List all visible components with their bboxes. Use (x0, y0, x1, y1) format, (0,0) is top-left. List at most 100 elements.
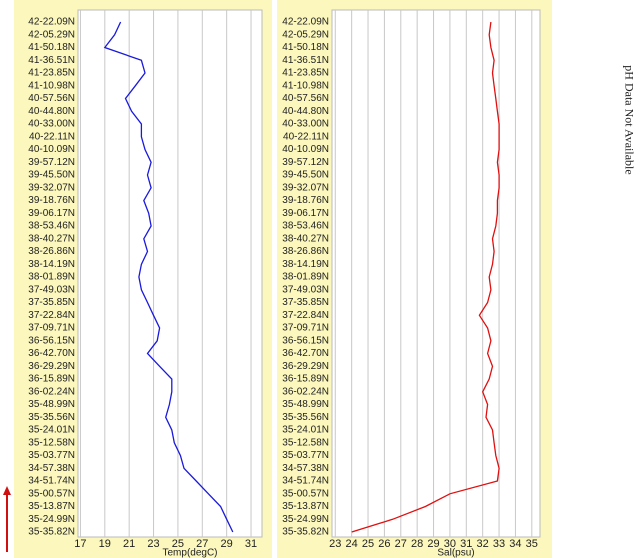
y-tick-label: 35-35.56N (282, 412, 329, 423)
x-axis-title: Temp(degC) (162, 548, 217, 558)
y-tick-label: 36-29.29N (28, 361, 75, 372)
y-tick-label: 39-57.12N (28, 157, 75, 168)
x-tick-label: 23 (147, 538, 159, 550)
x-tick-label: 21 (123, 538, 135, 550)
x-tick-label: 35 (526, 538, 538, 550)
x-tick-label: 19 (99, 538, 111, 550)
x-tick-label: 26 (378, 538, 390, 550)
y-tick-label: 36-42.70N (28, 348, 75, 359)
y-tick-label: 37-22.84N (282, 310, 329, 321)
y-tick-label: 40-22.11N (283, 131, 329, 142)
y-tick-label: 41-50.18N (282, 42, 329, 53)
y-tick-label: 40-10.09N (28, 144, 75, 155)
y-tick-label: 38-01.89N (282, 272, 329, 283)
y-tick-label: 42-05.29N (28, 29, 75, 40)
y-tick-label: 40-57.56N (28, 93, 75, 104)
y-tick-label: 35-24.01N (28, 425, 75, 436)
y-tick-label: 35-24.99N (282, 514, 329, 525)
y-tick-label: 34-57.38N (282, 463, 329, 474)
x-tick-label: 27 (196, 538, 208, 550)
y-tick-label: 35-24.99N (28, 514, 75, 525)
y-tick-label: 38-01.89N (28, 272, 75, 283)
y-tick-label: 40-44.80N (282, 106, 329, 117)
y-tick-label: 42-22.09N (282, 17, 329, 28)
x-tick-label: 29 (427, 538, 439, 550)
y-tick-label: 41-36.51N (28, 55, 75, 66)
x-tick-label: 34 (509, 538, 521, 550)
y-tick-label: 36-42.70N (282, 348, 329, 359)
y-tick-label: 39-18.76N (282, 195, 329, 206)
y-tick-label: 35-13.87N (282, 501, 329, 512)
x-tick-label: 31 (245, 538, 257, 550)
y-tick-label: 37-22.84N (28, 310, 75, 321)
y-tick-label: 41-50.18N (28, 42, 75, 53)
y-tick-label: 41-36.51N (282, 55, 329, 66)
x-tick-label: 29 (221, 538, 233, 550)
x-tick-label: 31 (460, 538, 472, 550)
y-tick-label: 37-49.03N (28, 284, 75, 295)
y-tick-label: 38-26.86N (282, 246, 329, 257)
y-tick-label: 41-23.85N (28, 68, 75, 79)
y-tick-label: 35-24.01N (282, 425, 329, 436)
y-tick-label: 35-12.58N (28, 437, 75, 448)
y-tick-label: 36-02.24N (28, 386, 75, 397)
y-tick-label: 35-03.77N (282, 450, 329, 461)
y-tick-label: 37-35.85N (282, 297, 329, 308)
y-tick-label: 39-32.07N (28, 182, 75, 193)
y-tick-label: 35-48.99N (282, 399, 329, 410)
y-tick-label: 39-06.17N (282, 208, 329, 219)
y-tick-label: 41-10.98N (282, 80, 329, 91)
y-tick-label: 39-32.07N (282, 182, 329, 193)
y-tick-label: 35-03.77N (28, 450, 75, 461)
x-axis-title: Sal(psu) (437, 548, 474, 558)
y-tick-label: 39-18.76N (28, 195, 75, 206)
data-line (351, 21, 500, 533)
y-tick-label: 37-09.71N (28, 323, 75, 334)
x-tick-label: 23 (329, 538, 341, 550)
y-tick-label: 40-57.56N (282, 93, 329, 104)
x-tick-label: 30 (444, 538, 456, 550)
y-tick-label: 38-40.27N (28, 233, 75, 244)
x-tick-label: 24 (346, 538, 358, 550)
y-tick-label: 41-23.85N (282, 68, 329, 79)
y-tick-label: 34-51.74N (28, 476, 75, 487)
plot-area (77, 9, 263, 538)
y-tick-label: 37-35.85N (28, 297, 75, 308)
y-tick-label: 38-26.86N (28, 246, 75, 257)
y-tick-label: 40-10.09N (282, 144, 329, 155)
y-tick-label: 35-35.56N (28, 412, 75, 423)
y-tick-label: 35-35.82N (28, 527, 75, 538)
y-tick-label: 40-33.00N (282, 119, 329, 130)
y-tick-label: 38-53.46N (28, 221, 75, 232)
y-tick-label: 38-14.19N (28, 259, 75, 270)
y-tick-label: 37-49.03N (282, 284, 329, 295)
y-tick-label: 38-40.27N (282, 233, 329, 244)
y-tick-label: 35-13.87N (28, 501, 75, 512)
y-tick-label: 38-53.46N (282, 221, 329, 232)
x-tick-label: 28 (411, 538, 423, 550)
y-tick-label: 36-02.24N (282, 386, 329, 397)
x-tick-label: 17 (74, 538, 86, 550)
y-tick-label: 42-05.29N (282, 29, 329, 40)
y-tick-label: 36-29.29N (282, 361, 329, 372)
y-tick-label: 35-00.57N (28, 488, 75, 499)
y-tick-label: 39-57.12N (282, 157, 329, 168)
y-tick-label: 42-22.09N (28, 17, 75, 28)
x-tick-label: 27 (395, 538, 407, 550)
y-tick-label: 41-10.98N (28, 80, 75, 91)
y-tick-label: 40-22.11N (29, 131, 75, 142)
y-tick-label: 36-15.89N (28, 374, 75, 385)
y-tick-label: 36-56.15N (282, 335, 329, 346)
y-tick-label: 35-12.58N (282, 437, 329, 448)
x-tick-label: 25 (172, 538, 184, 550)
y-tick-label: 35-00.57N (282, 488, 329, 499)
y-tick-label: 34-51.74N (282, 476, 329, 487)
y-tick-label: 35-35.82N (282, 527, 329, 538)
y-tick-label: 38-14.19N (282, 259, 329, 270)
x-tick-label: 32 (477, 538, 489, 550)
ph-note: pH Data Not Available (622, 65, 636, 174)
y-tick-label: 39-45.50N (282, 170, 329, 181)
x-tick-label: 25 (362, 538, 374, 550)
x-tick-label: 33 (493, 538, 505, 550)
